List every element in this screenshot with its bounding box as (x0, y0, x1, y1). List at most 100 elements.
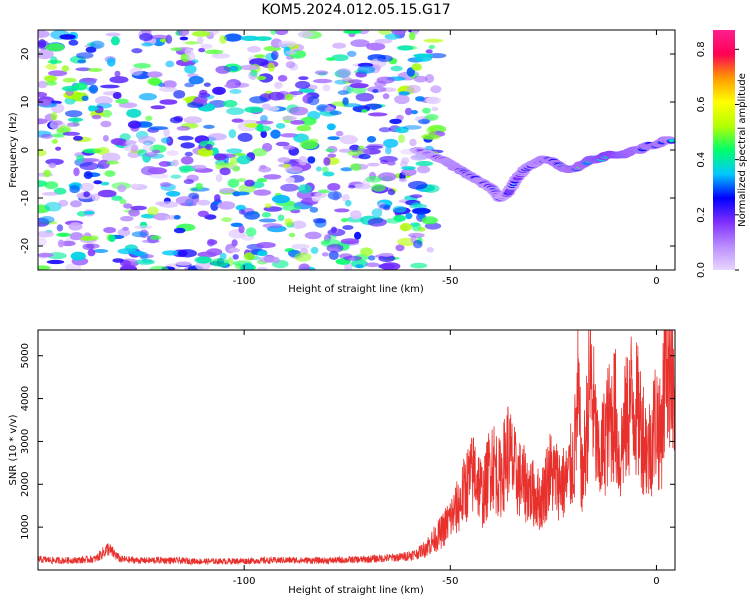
noise-blob (312, 218, 327, 224)
noise-blob (159, 182, 172, 188)
noise-blob (376, 76, 395, 84)
noise-blob (284, 50, 297, 55)
noise-blob (256, 178, 268, 183)
noise-blob (321, 166, 329, 173)
noise-blob (197, 210, 209, 217)
noise-blob (399, 223, 412, 232)
noise-blob (408, 180, 428, 190)
noise-blob (256, 242, 276, 249)
noise-blob (159, 99, 178, 105)
noise-blob (141, 42, 154, 47)
noise-blob (161, 250, 180, 256)
noise-blob (230, 222, 243, 227)
colorbar-label: Normalized spectral amplitude (737, 73, 748, 227)
noise-blob (350, 163, 362, 171)
spectrogram-y-tick-label: 10 (20, 96, 31, 109)
noise-blob (327, 153, 337, 158)
spectrogram-y-tick-label: 0 (20, 147, 31, 153)
noise-blob (204, 49, 224, 55)
spectrogram-x-ticks: -100 -50 0 (233, 30, 660, 287)
noise-blob (402, 125, 422, 130)
noise-blob (244, 179, 255, 187)
noise-blob (203, 124, 215, 129)
noise-blob (343, 103, 361, 108)
snr-y-tick-label: 2000 (20, 472, 31, 497)
noise-blob (38, 230, 55, 238)
noise-blob (130, 205, 147, 211)
noise-blob (150, 34, 169, 40)
noise-blob (80, 182, 95, 192)
noise-blob (360, 247, 373, 256)
noise-blob (76, 154, 85, 162)
noise-blob (256, 75, 267, 81)
noise-blob (93, 180, 103, 185)
noise-blob (339, 135, 358, 145)
noise-blob (431, 106, 439, 112)
noise-blob (321, 252, 329, 257)
noise-blob (50, 56, 58, 65)
noise-blob (343, 255, 362, 261)
noise-blob (283, 145, 296, 150)
noise-blob (177, 30, 190, 37)
noise-blob (394, 94, 410, 105)
noise-blob (341, 194, 350, 202)
noise-blob (238, 224, 245, 234)
noise-blob (51, 138, 59, 144)
noise-blob (280, 183, 299, 192)
noise-blob (415, 160, 434, 167)
noise-blob (160, 137, 171, 144)
noise-blob (409, 138, 417, 147)
noise-blob (193, 96, 208, 104)
noise-blob (277, 75, 288, 82)
noise-blob (114, 70, 121, 77)
noise-blob (219, 187, 235, 194)
noise-blob (400, 160, 408, 168)
noise-blob (298, 76, 309, 80)
noise-blob (219, 167, 231, 176)
noise-blob (307, 156, 316, 164)
noise-blob (252, 148, 267, 157)
noise-blob (237, 132, 253, 142)
noise-blob (215, 65, 231, 74)
noise-blob (44, 181, 59, 190)
noise-blob (150, 105, 166, 110)
noise-blob (184, 48, 194, 56)
noise-blob (211, 53, 231, 59)
noise-blob (169, 116, 183, 124)
noise-blob (137, 135, 156, 145)
noise-blob (126, 108, 142, 118)
noise-blob (173, 90, 186, 99)
noise-blob (101, 152, 121, 162)
noise-blob (205, 143, 213, 151)
noise-blob (421, 216, 439, 225)
noise-blob (115, 98, 129, 104)
spectrogram-noise-layer (38, 30, 447, 270)
noise-blob (82, 243, 95, 250)
noise-blob (184, 151, 193, 157)
noise-blob (274, 81, 283, 90)
noise-blob (45, 43, 65, 52)
noise-blob (236, 155, 251, 165)
noise-blob (383, 138, 399, 148)
noise-blob (244, 106, 264, 113)
snr-y-tick-label: 3000 (20, 429, 31, 454)
noise-blob (275, 141, 290, 147)
noise-blob (395, 244, 405, 252)
noise-blob (326, 123, 336, 131)
noise-blob (235, 204, 246, 211)
noise-blob (411, 222, 421, 232)
noise-blob (170, 174, 182, 179)
noise-blob (43, 169, 52, 178)
snr-frame (37, 329, 676, 571)
noise-blob (75, 67, 92, 72)
noise-blob (285, 177, 295, 183)
noise-blob (393, 214, 407, 222)
noise-blob (52, 120, 63, 126)
noise-blob (374, 38, 393, 44)
noise-blob (44, 201, 62, 212)
noise-blob (404, 107, 413, 116)
noise-blob (103, 227, 116, 234)
noise-blob (62, 131, 80, 136)
noise-blob (270, 30, 277, 35)
noise-blob (288, 232, 296, 238)
